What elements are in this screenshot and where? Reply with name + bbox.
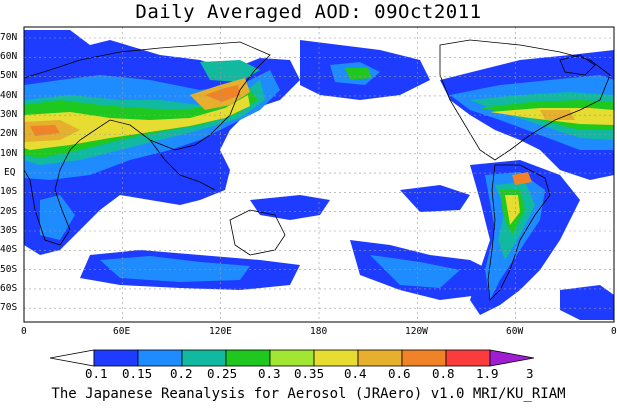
- colorbar-swatch: [489, 349, 535, 367]
- lat-label: 10N: [0, 148, 18, 159]
- lat-label: 50N: [0, 70, 18, 81]
- lat-label: 60S: [0, 283, 18, 294]
- colorbar-swatch: [313, 349, 359, 367]
- colorbar-label: 0.6: [388, 366, 411, 381]
- colorbar-label: 0.3: [258, 366, 281, 381]
- lon-label: 0: [611, 326, 617, 337]
- lon-label: 120E: [209, 326, 232, 337]
- lon-label: 60W: [506, 326, 524, 337]
- colorbar-swatch: [357, 349, 403, 367]
- coastlines: [24, 39, 611, 301]
- colorbar-label: 1.9: [476, 366, 499, 381]
- lat-label: 60N: [0, 51, 18, 62]
- colorbar: [49, 349, 535, 367]
- lat-label: 20S: [0, 206, 18, 217]
- credit-line: The Japanese Reanalysis for Aerosol (JRA…: [51, 386, 566, 402]
- lon-label: 60E: [113, 326, 131, 337]
- colorbar-swatch: [93, 349, 139, 367]
- colorbar-swatch: [49, 349, 95, 367]
- aod-level-08: [30, 85, 532, 185]
- colorbar-swatch: [181, 349, 227, 367]
- lat-label: 50S: [0, 264, 18, 275]
- colorbar-swatch: [225, 349, 271, 367]
- colorbar-label: 0.8: [432, 366, 455, 381]
- lon-label: 180: [310, 326, 328, 337]
- map-title: Daily Averaged AOD: 09Oct2011: [135, 1, 482, 23]
- colorbar-label: 3: [526, 366, 534, 381]
- lat-label: 70N: [0, 32, 18, 43]
- lon-label: 0: [21, 326, 27, 337]
- lat-label: 30S: [0, 225, 18, 236]
- colorbar-swatch: [401, 349, 447, 367]
- colorbar-label: 0.15: [122, 366, 153, 381]
- lat-label: 20N: [0, 128, 18, 139]
- lat-label: 40S: [0, 244, 18, 255]
- lon-label: 120W: [405, 326, 428, 337]
- colorbar-label: 0.4: [344, 366, 367, 381]
- lat-label: 70S: [0, 302, 18, 313]
- lat-label: 40N: [0, 90, 18, 101]
- map-frame: [23, 26, 615, 323]
- graticule: [24, 27, 614, 322]
- colorbar-label: 0.25: [207, 366, 238, 381]
- lat-label: 30N: [0, 109, 18, 120]
- colorbar-swatch: [269, 349, 315, 367]
- colorbar-swatch: [137, 349, 183, 367]
- colorbar-label: 0.1: [85, 366, 108, 381]
- colorbar-label: 0.2: [170, 366, 193, 381]
- colorbar-label: 0.35: [294, 366, 325, 381]
- lat-label: 10S: [0, 186, 18, 197]
- lat-label: EQ: [4, 167, 16, 178]
- colorbar-swatch: [445, 349, 491, 367]
